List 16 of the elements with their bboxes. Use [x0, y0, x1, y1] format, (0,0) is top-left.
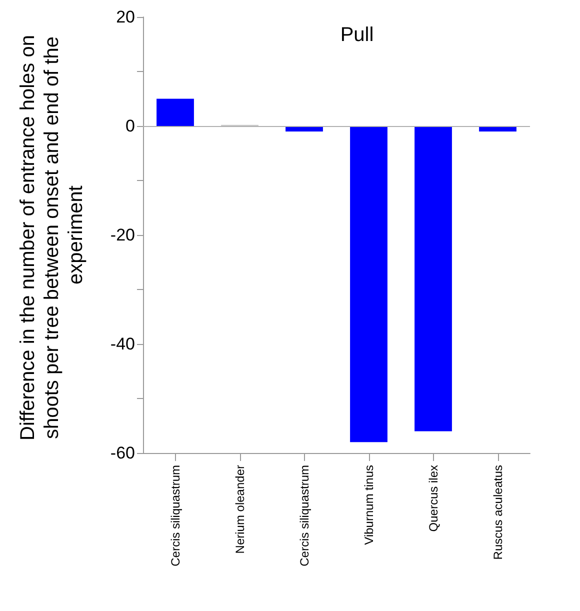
bar — [156, 98, 194, 126]
x-tick-label: Ruscus aculeatus — [490, 465, 505, 560]
x-tick-label: Nerium oleander — [232, 465, 247, 554]
x-tick-label: Cercis siliquastrum — [297, 465, 312, 566]
y-tick-label: 0 — [126, 116, 135, 136]
x-tick-label: Cercis siliquastrum — [168, 465, 182, 566]
y-tick-label: -40 — [110, 334, 135, 354]
chart-title: Pull — [340, 24, 374, 46]
y-tick-label: -20 — [110, 226, 135, 244]
bar — [350, 126, 388, 442]
bar — [414, 126, 452, 432]
y-tick-label: -60 — [110, 444, 135, 462]
x-tick-label: Viburnum tinus — [362, 465, 376, 545]
y-tick-label: 20 — [116, 8, 135, 26]
x-tick-label: Quercus ilex — [426, 465, 440, 532]
y-axis-title: Difference in the number of entrance holes on shoots per tree between onset and end of the experiment — [17, 30, 87, 440]
